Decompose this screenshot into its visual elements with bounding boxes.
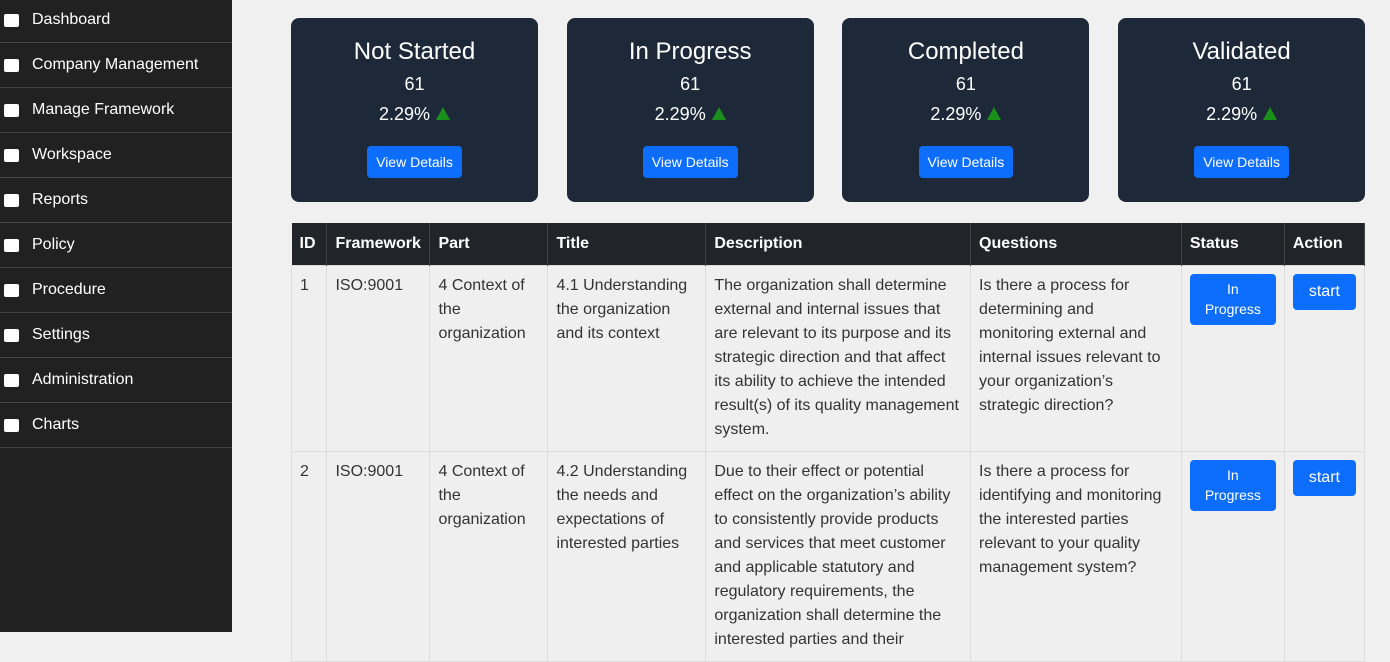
status-button[interactable]: In Progress (1189, 274, 1276, 325)
column-header: Status (1181, 223, 1285, 266)
sidebar: Dashboard Company Management Manage Framew… (0, 0, 232, 632)
card-percent: 2.29% (654, 104, 706, 124)
card-percent-row: 2.29% (1118, 104, 1365, 125)
table-cell: 4 Context of the organization (429, 265, 549, 452)
nav-label: Manage Framework (32, 101, 175, 118)
nav-icon (4, 238, 19, 252)
nav-item[interactable]: Administration (0, 358, 232, 403)
card-percent-row: 2.29% (842, 104, 1089, 125)
table-cell: 4.1 Understanding the organization and i… (547, 265, 707, 452)
card-percent: 2.29% (378, 104, 431, 124)
table-cell: 4 Context of the organization (429, 451, 549, 662)
nav-label: Settings (32, 326, 90, 343)
nav-item[interactable]: Company Management (0, 43, 232, 88)
button-wrap: View Details (291, 125, 538, 178)
view-details-button[interactable]: View Details (918, 146, 1014, 178)
nav-icon (4, 418, 19, 432)
column-header: Description (705, 223, 972, 266)
table-cell: ISO:9001 (326, 265, 431, 452)
button-wrap: View Details (842, 125, 1089, 178)
column-header: Part (429, 223, 549, 266)
table-cell: Is there a process for determining and m… (970, 265, 1182, 452)
card-title: Not Started (353, 38, 476, 65)
trend-up-icon (987, 107, 1002, 120)
nav-label: Workspace (32, 146, 112, 163)
card-percent-row: 2.29% (567, 104, 814, 125)
nav-label: Policy (32, 236, 75, 253)
status-button[interactable]: In Progress (1189, 460, 1276, 511)
table-cell: 4.2 Understanding the needs and expectat… (547, 451, 707, 662)
nav-label: Reports (32, 191, 89, 208)
card-count: 61 (680, 74, 701, 94)
nav-item[interactable]: Policy (0, 223, 232, 268)
header-row: ID Framework Part Title Description Questions… (291, 223, 1366, 266)
table-cell: The organization shall determine externa… (705, 265, 972, 452)
column-header: Title (547, 223, 707, 266)
card-title: Completed (907, 38, 1024, 65)
status-card: Completed 61 2.29% View Details (842, 18, 1090, 202)
table-cell: start (1283, 265, 1366, 452)
table-cell: start (1283, 451, 1366, 662)
card-count: 61 (955, 74, 976, 94)
view-details-button[interactable]: View Details (1194, 146, 1289, 178)
nav-label: Administration (32, 371, 134, 388)
nav-item[interactable]: Charts (0, 403, 232, 448)
column-header: Framework (326, 223, 431, 266)
status-card: In Progress 61 2.29% View Details (566, 18, 814, 202)
table-body: 1 ISO:9001 4 Context of the organization 4.… (290, 265, 1366, 662)
nav-icon (4, 373, 19, 387)
nav-label: Procedure (32, 281, 106, 298)
card-count: 61 (1231, 74, 1252, 94)
button-wrap: View Details (567, 125, 814, 178)
trend-up-icon (436, 107, 451, 120)
card-percent: 2.29% (1206, 104, 1258, 124)
table-row: 2 ISO:9001 4 Context of the organization 4.… (290, 451, 1366, 662)
start-button[interactable]: start (1292, 460, 1356, 496)
card-percent: 2.29% (930, 104, 982, 124)
nav-icon (4, 13, 19, 27)
column-header: Action (1284, 223, 1366, 266)
card-count: 61 (404, 74, 425, 94)
column-header: ID (291, 223, 328, 266)
nav-icon (4, 148, 19, 162)
nav-icon (4, 193, 19, 207)
requirements-table: ID Framework Part Title Description Questions… (290, 223, 1366, 662)
column-header: Questions (970, 223, 1182, 266)
status-card: Validated 61 2.29% View Details (1118, 18, 1366, 202)
nav-item[interactable]: Reports (0, 178, 232, 223)
nav-item[interactable]: Procedure (0, 268, 232, 313)
card-percent-row: 2.29% (291, 104, 538, 125)
nav-item[interactable]: Settings (0, 313, 232, 358)
start-button[interactable]: start (1292, 274, 1356, 310)
nav-label: Charts (32, 416, 80, 433)
table-cell: 2 (290, 451, 328, 662)
nav-item[interactable]: Workspace (0, 133, 232, 178)
table-cell: Is there a process for identifying and m… (970, 451, 1182, 662)
trend-up-icon (711, 107, 726, 120)
nav-item[interactable]: Manage Framework (0, 88, 232, 133)
view-details-button[interactable]: View Details (642, 146, 738, 178)
nav-item[interactable]: Dashboard (0, 0, 232, 43)
nav-icon (4, 328, 19, 342)
table-cell: In Progress (1180, 451, 1285, 662)
nav-icon (4, 283, 19, 297)
table-cell: Due to their effect or potential effect … (705, 451, 972, 662)
card-title: In Progress (628, 38, 752, 65)
nav-label: Company Management (32, 56, 199, 73)
view-details-button[interactable]: View Details (367, 146, 462, 178)
table-cell: In Progress (1180, 265, 1285, 452)
nav-icon (4, 58, 19, 72)
table-cell: 1 (290, 265, 328, 452)
nav-icon (4, 103, 19, 117)
table-row: 1 ISO:9001 4 Context of the organization 4.… (290, 265, 1366, 452)
trend-up-icon (1263, 107, 1278, 120)
card-title: Validated (1192, 38, 1291, 65)
status-card: Not Started 61 2.29% View Details (291, 18, 538, 202)
nav-label: Dashboard (32, 11, 111, 28)
button-wrap: View Details (1118, 125, 1365, 178)
table-cell: ISO:9001 (326, 451, 431, 662)
